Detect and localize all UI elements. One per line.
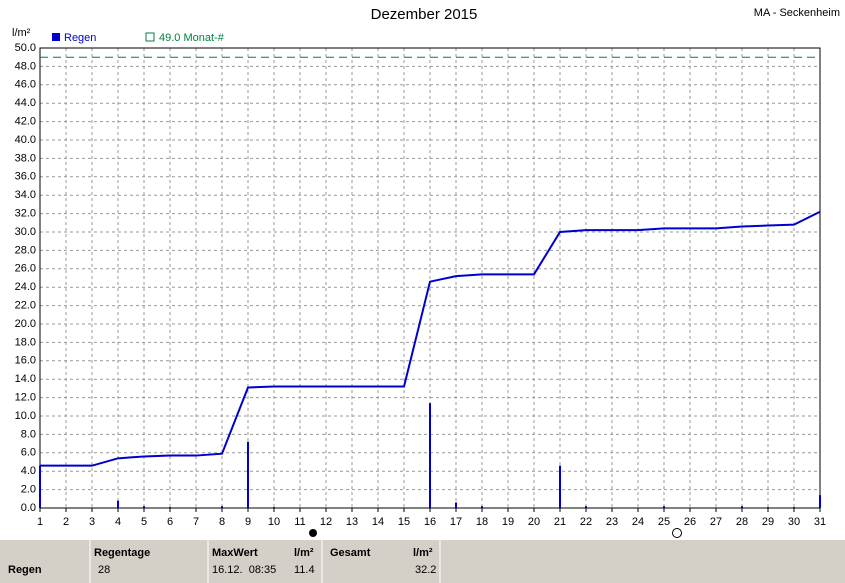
x-tick-label: 19 <box>502 516 514 528</box>
y-tick-label: 42.0 <box>15 116 36 128</box>
y-tick-label: 48.0 <box>15 60 36 72</box>
legend-label: Regen <box>64 32 96 44</box>
y-tick-label: 38.0 <box>15 152 36 164</box>
x-tick-label: 29 <box>762 516 774 528</box>
y-tick-label: 46.0 <box>15 79 36 91</box>
table-lines <box>89 540 441 583</box>
y-tick-label: 16.0 <box>15 355 36 367</box>
x-tick-label: 23 <box>606 516 618 528</box>
y-tick-label: 44.0 <box>15 97 36 109</box>
x-tick-label: 18 <box>476 516 488 528</box>
x-tick-label: 24 <box>632 516 644 528</box>
y-tick-label: 22.0 <box>15 300 36 312</box>
y-tick-label: 30.0 <box>15 226 36 238</box>
y-tick-label: 0.0 <box>21 502 36 514</box>
legend-label: 49.0 Monat-# <box>159 32 225 44</box>
x-tick-label: 12 <box>320 516 332 528</box>
y-tick-label: 14.0 <box>15 373 36 385</box>
x-tick-label: 20 <box>528 516 540 528</box>
chart-title: Dezember 2015 <box>371 6 478 23</box>
x-tick-label: 2 <box>63 516 69 528</box>
x-tick-label: 10 <box>268 516 280 528</box>
x-tick-label: 30 <box>788 516 800 528</box>
y-tick-label: 24.0 <box>15 281 36 293</box>
x-tick-label: 16 <box>424 516 436 528</box>
x-tick-label: 15 <box>398 516 410 528</box>
moon-full <box>309 529 317 537</box>
legend-swatch <box>145 32 155 42</box>
x-tick-label: 22 <box>580 516 592 528</box>
x-tick-label: 13 <box>346 516 358 528</box>
moon-new <box>672 528 682 538</box>
y-tick-label: 40.0 <box>15 134 36 146</box>
x-tick-label: 8 <box>219 516 225 528</box>
x-tick-label: 21 <box>554 516 566 528</box>
y-tick-label: 12.0 <box>15 392 36 404</box>
y-tick-label: 2.0 <box>21 484 36 496</box>
y-tick-label: 50.0 <box>15 42 36 54</box>
y-axis-label: l/m² <box>12 27 31 39</box>
table-header: l/m² <box>413 547 433 559</box>
background <box>0 0 845 540</box>
y-tick-label: 6.0 <box>21 447 36 459</box>
y-tick-label: 28.0 <box>15 244 36 256</box>
station: MA - Seckenheim <box>754 7 840 19</box>
x-tick-label: 7 <box>193 516 199 528</box>
x-tick-label: 31 <box>814 516 826 528</box>
x-tick-label: 17 <box>450 516 462 528</box>
y-tick-label: 10.0 <box>15 410 36 422</box>
legend-swatch <box>52 33 60 41</box>
table-cell: 32.2 <box>415 564 436 576</box>
y-tick-label: 20.0 <box>15 318 36 330</box>
x-tick-label: 6 <box>167 516 173 528</box>
x-tick-label: 4 <box>115 516 121 528</box>
y-tick-label: 8.0 <box>21 428 36 440</box>
table-cell: 28 <box>98 564 110 576</box>
x-tick-label: 11 <box>294 516 305 528</box>
y-tick-label: 32.0 <box>15 208 36 220</box>
table-header: l/m² <box>294 547 314 559</box>
x-tick-label: 28 <box>736 516 748 528</box>
y-tick-label: 18.0 <box>15 336 36 348</box>
x-tick-label: 3 <box>89 516 95 528</box>
y-tick-label: 36.0 <box>15 171 36 183</box>
x-tick-label: 1 <box>37 516 43 528</box>
x-tick-label: 27 <box>710 516 722 528</box>
y-tick-label: 34.0 <box>15 189 36 201</box>
table-cell: 11.4 <box>294 564 315 576</box>
x-tick-label: 14 <box>372 516 384 528</box>
table-header: MaxWert <box>212 547 258 559</box>
table-cell: 16.12. 08:35 <box>212 564 276 576</box>
y-tick-label: 4.0 <box>21 465 36 477</box>
table-background <box>0 540 845 583</box>
x-tick-label: 9 <box>245 516 251 528</box>
series-line <box>40 210 821 467</box>
x-tick-label: 26 <box>684 516 696 528</box>
table-row-label: Regen <box>8 564 42 576</box>
x-tick-label: 5 <box>141 516 147 528</box>
table-header: Gesamt <box>330 547 371 559</box>
table-header: Regentage <box>94 547 150 559</box>
x-tick-label: 25 <box>658 516 670 528</box>
y-tick-label: 26.0 <box>15 263 36 275</box>
